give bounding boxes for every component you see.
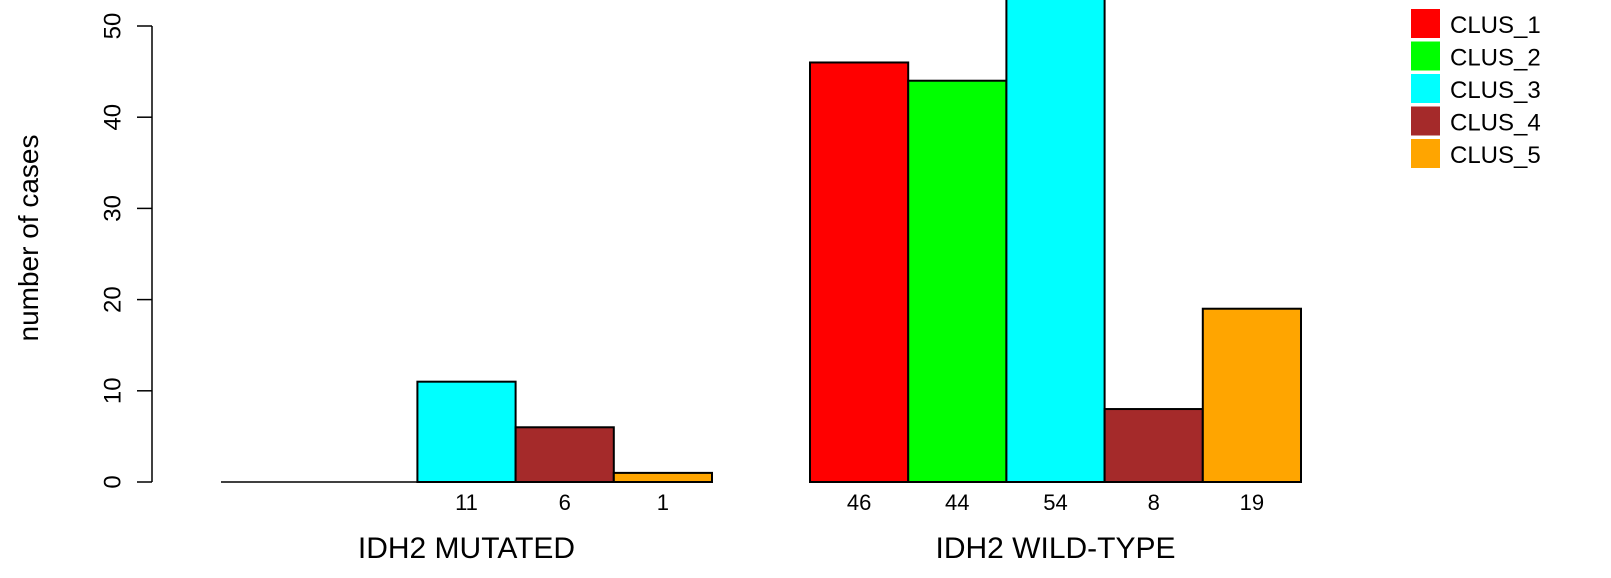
bar-clus-3-group-2 [1006, 0, 1104, 482]
group-labels: IDH2 MUTATED IDH2 WILD-TYPE [358, 532, 1176, 565]
bar-value-label: 6 [559, 490, 571, 515]
legend: CLUS_1 CLUS_2 CLUS_3 CLUS_4 CLUS_5 [1411, 9, 1541, 169]
bar-value-label: 46 [847, 490, 871, 515]
bar-clus-1-group-2 [810, 62, 908, 482]
plot-area: 11 6 1 46 44 54 8 19 [221, 0, 1301, 515]
legend-swatch [1411, 107, 1440, 136]
bar-value-label: 54 [1043, 490, 1067, 515]
bar-clus-2-group-2 [908, 81, 1006, 482]
group-label: IDH2 MUTATED [358, 532, 575, 565]
y-tick-label: 30 [99, 195, 126, 222]
legend-swatch [1411, 74, 1440, 103]
bar-value-label: 1 [657, 490, 669, 515]
group-label: IDH2 WILD-TYPE [935, 532, 1175, 565]
bar-clus-5-group-1 [614, 473, 712, 482]
bar-clus-4-group-1 [516, 427, 614, 482]
legend-swatch [1411, 139, 1440, 168]
legend-swatch [1411, 42, 1440, 71]
y-axis: 0 10 20 30 40 50 [99, 13, 152, 489]
bar-value-label: 8 [1148, 490, 1160, 515]
bar-value-label: 11 [455, 490, 478, 515]
legend-label: CLUS_4 [1450, 110, 1541, 137]
y-tick-label: 40 [99, 104, 126, 131]
y-tick-label: 20 [99, 286, 126, 313]
legend-label: CLUS_3 [1450, 77, 1541, 104]
bar-clus-4-group-2 [1105, 409, 1203, 482]
y-axis-label: number of cases [13, 135, 44, 342]
y-tick-label: 10 [99, 377, 126, 404]
y-tick-label: 0 [99, 475, 126, 488]
bar-clus-5-group-2 [1203, 309, 1301, 482]
legend-label: CLUS_2 [1450, 45, 1541, 72]
legend-swatch [1411, 9, 1440, 38]
bar-clus-3-group-1 [417, 382, 515, 482]
legend-label: CLUS_5 [1450, 142, 1541, 169]
legend-label: CLUS_1 [1450, 12, 1541, 39]
y-tick-label: 50 [99, 13, 126, 40]
bar-value-label: 19 [1240, 490, 1264, 515]
bar-value-label: 44 [945, 490, 969, 515]
